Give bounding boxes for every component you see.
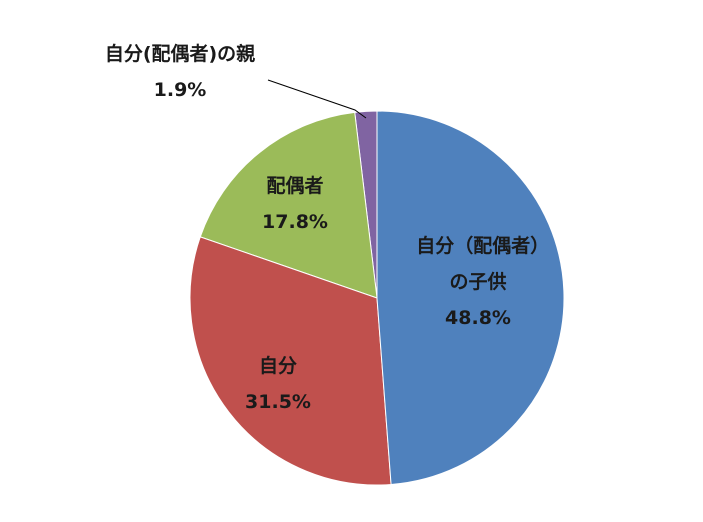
slice-label: 自分（配偶者）の子供 48.8% [416, 228, 541, 336]
slice-label: 自分 31.5% [245, 348, 311, 420]
category-name: 配偶者 [266, 175, 324, 197]
category-name: 自分（配偶者）の子供 [416, 235, 540, 293]
value-label: 31.5% [245, 391, 311, 413]
category-name: 自分 [258, 355, 298, 377]
pie-slice [376, 110, 565, 486]
value-label: 1.9% [153, 79, 207, 101]
slice-label: 配偶者 17.8% [262, 168, 328, 240]
pie-slice [199, 111, 378, 299]
category-name: 自分(配偶者)の親 [104, 43, 256, 65]
pie-slice [189, 236, 392, 486]
value-label: 17.8% [262, 211, 328, 233]
value-label: 48.8% [445, 307, 511, 329]
leader-line [267, 79, 367, 119]
slice-label: 自分(配偶者)の親 1.9% [88, 36, 273, 108]
